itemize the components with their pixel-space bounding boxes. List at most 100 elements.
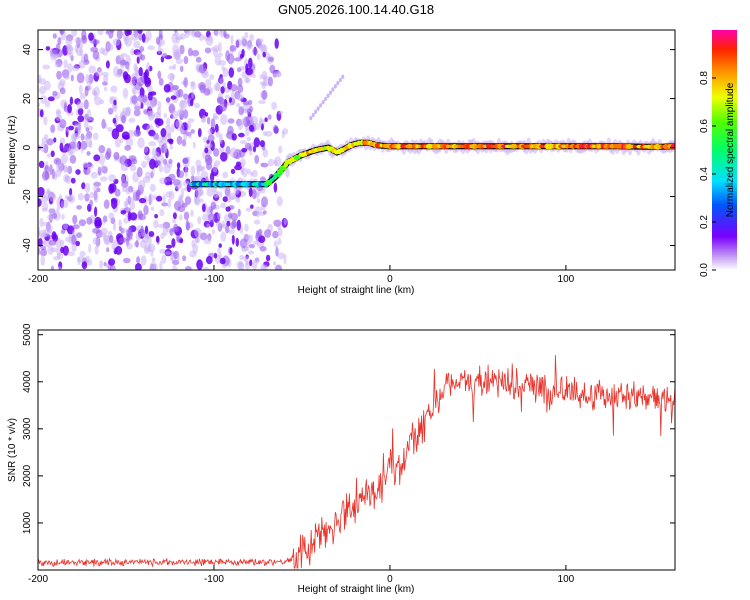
noise-speckle [241,35,246,43]
noise-speckle [273,182,278,193]
noise-speckle [50,265,55,270]
noise-speckle [228,134,232,140]
noise-speckle [240,225,244,235]
noise-speckle [161,254,167,264]
noise-speckle [231,133,237,141]
noise-speckle [157,44,161,54]
noise-speckle [83,119,89,129]
noise-speckle [69,188,73,196]
noise-speckle [259,74,264,80]
noise-speckle [77,107,84,116]
noise-speckle [179,194,183,202]
spectrogram-xlabel: Height of straight line (km) [298,285,415,296]
noise-speckle [38,78,47,85]
noise-speckle [135,240,139,248]
noise-speckle [191,49,200,57]
noise-speckle [124,30,131,37]
noise-speckle [219,202,227,209]
noise-speckle [69,96,74,106]
noise-speckle [46,153,52,158]
noise-speckle [194,227,202,238]
noise-speckle [207,35,213,42]
noise-speckle [181,202,188,208]
noise-speckle [256,211,260,218]
noise-speckle [84,85,89,97]
noise-speckle [84,168,88,175]
noise-speckle [53,256,61,261]
noise-speckle [207,213,216,223]
noise-speckle [119,155,128,166]
noise-speckle [256,198,261,204]
noise-speckle [85,73,90,84]
y-tick-label: 40 [22,44,33,56]
noise-speckle [258,235,266,243]
alias-speckle [341,74,345,79]
noise-speckle [214,123,219,133]
noise-speckle [173,250,180,260]
noise-speckle [93,39,100,45]
noise-speckle [126,106,132,116]
noise-speckle [134,101,140,111]
noise-speckle [85,136,93,148]
noise-speckle [76,232,82,239]
noise-speckle [86,109,92,119]
noise-speckle [249,105,254,113]
noise-speckle [256,39,262,45]
noise-speckle [218,243,222,248]
noise-speckle [204,47,212,54]
noise-speckle [195,56,202,63]
noise-speckle [105,263,110,269]
noise-speckle [169,144,173,150]
noise-speckle [41,170,50,181]
noise-speckle [41,207,48,212]
noise-speckle [224,94,231,100]
noise-speckle [86,151,91,156]
noise-speckle [216,220,221,228]
noise-speckle [250,171,254,177]
noise-speckle [175,58,183,65]
noise-speckle [38,230,41,237]
noise-speckle [153,132,159,140]
noise-speckle [136,51,141,58]
noise-speckle [171,218,177,224]
noise-speckle [184,166,188,178]
noise-speckle [229,45,237,52]
noise-speckle [50,150,55,158]
noise-speckle [124,145,132,151]
noise-speckle [228,212,233,219]
noise-speckle [260,162,269,168]
noise-speckle [239,158,246,168]
noise-speckle [89,199,93,208]
noise-speckle [75,169,81,175]
noise-speckle [88,65,96,74]
noise-speckle [254,257,260,264]
ridge-blob [269,178,274,183]
noise-speckle [168,158,173,164]
noise-speckle [51,212,58,219]
noise-speckle [108,258,116,266]
noise-speckle [40,95,48,104]
noise-speckle [262,148,269,158]
y-tick-label: 0 [22,144,33,150]
noise-speckle [222,196,228,203]
x-tick-label: -200 [28,274,48,285]
noise-speckle [148,231,155,237]
noise-speckle [98,153,106,165]
noise-speckle [244,31,249,39]
noise-speckle [159,177,167,185]
noise-speckle [65,37,73,46]
noise-speckle [220,114,228,125]
noise-speckle [221,263,228,269]
noise-speckle [202,203,206,212]
noise-speckle [241,147,248,153]
noise-speckle [203,238,212,245]
noise-speckle [81,261,88,270]
noise-speckle [136,56,140,64]
noise-speckle [227,118,235,124]
noise-speckle [89,116,95,122]
noise-speckle [179,238,184,244]
noise-speckle [109,183,117,193]
noise-speckle [198,198,204,203]
